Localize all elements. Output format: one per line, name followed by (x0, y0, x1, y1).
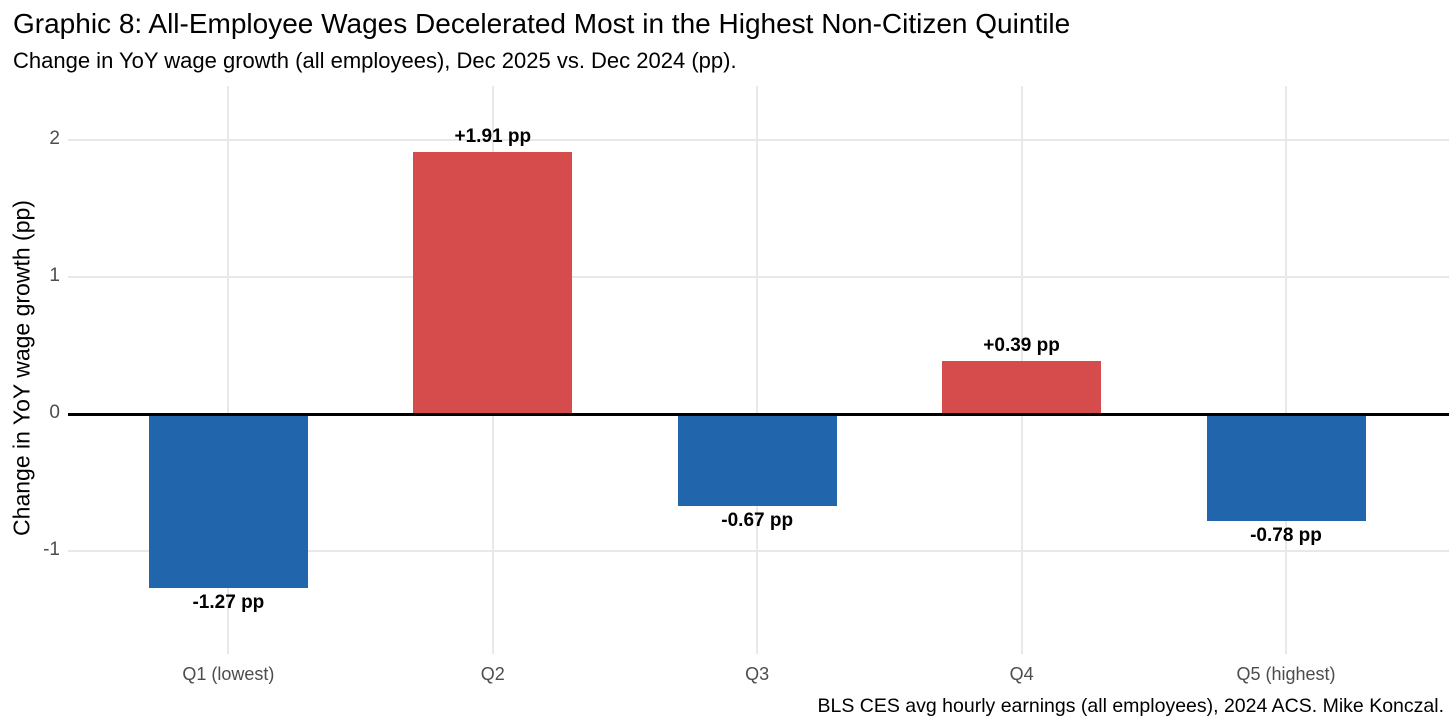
bar-q4 (942, 360, 1102, 414)
x-tick-label-3: Q3 (745, 664, 770, 684)
x-tick-label-1: Q1 (lowest) (182, 664, 275, 684)
zero-axis-line (68, 412, 1449, 416)
bar-value-label-5: -0.78 pp (1250, 524, 1322, 546)
x-tick-label-4: Q4 (1009, 664, 1034, 684)
bar-value-label-4: +0.39 pp (983, 334, 1060, 356)
x-tick-label-5: Q5 (highest) (1236, 664, 1336, 684)
x-gridline-5 (1285, 86, 1287, 654)
y-axis-label: Change in YoY wage growth (pp) (8, 200, 35, 536)
x-tick-label-2: Q2 (480, 664, 505, 684)
bar-q5-highest (1206, 414, 1366, 521)
chart-subtitle: Change in YoY wage growth (all employees… (13, 48, 737, 73)
x-gridline-1 (227, 86, 230, 654)
bar-q3 (677, 414, 837, 506)
bar-value-label-1: -1.27 pp (192, 591, 265, 613)
chart-title: Graphic 8: All-Employee Wages Decelerate… (13, 8, 1071, 39)
bar-value-label-3: -0.67 pp (721, 509, 794, 531)
y-tick-label--1: -1 (43, 539, 60, 560)
bar-q1-lowest (148, 414, 308, 588)
y-tick-label-1: 1 (49, 265, 60, 286)
y-gridline-1 (68, 276, 1449, 278)
y-gridline-2 (68, 139, 1449, 141)
bar-value-label-2: +1.91 pp (454, 126, 532, 148)
y-gridline--1 (68, 550, 1449, 552)
y-tick-label-2: 2 (49, 128, 60, 149)
y-tick-label-0: 0 (49, 402, 60, 423)
source-caption: BLS CES avg hourly earnings (all employe… (817, 695, 1444, 717)
bar-q2 (413, 152, 573, 414)
x-gridline-3 (756, 86, 759, 654)
